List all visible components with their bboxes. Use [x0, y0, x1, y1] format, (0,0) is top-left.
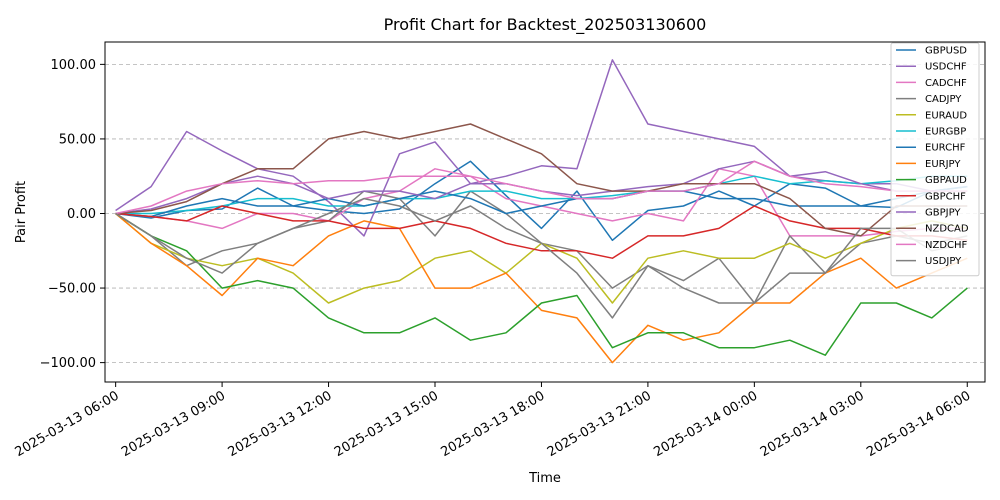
legend-label: EURJPY	[925, 159, 961, 170]
legend-label: GBPAUD	[925, 175, 967, 186]
y-tick-label: 0.00	[67, 207, 96, 222]
series-line-gbpaud	[115, 212, 968, 356]
legend-label: NZDCHF	[925, 240, 968, 251]
legend-label: CADCHF	[925, 78, 967, 89]
plot-area-frame	[104, 41, 986, 383]
x-axis-title: Time	[528, 471, 561, 486]
legend-label: NZDCAD	[925, 224, 969, 235]
series-line-nzdcad	[115, 123, 968, 237]
series-line-eurgbp	[115, 175, 968, 215]
legend-label: GBPCHF	[925, 191, 966, 202]
series-lines	[115, 59, 968, 364]
series-line-usdjpy	[115, 197, 968, 319]
y-axis-title: Pair Profit	[14, 181, 29, 243]
series-line-nzdchf	[115, 160, 968, 215]
legend-label: USDJPY	[925, 256, 962, 267]
y-tick-label: −50.00	[48, 282, 96, 297]
series-line-eurchf	[115, 185, 968, 218]
legend-label: EURCHF	[925, 143, 966, 154]
y-tick-label: −100.00	[40, 356, 96, 371]
legend-label: CADJPY	[925, 94, 962, 105]
y-tick-label: 100.00	[51, 58, 97, 73]
legend-box	[890, 42, 980, 277]
legend-label: EURGBP	[925, 127, 966, 138]
legend-label: GBPJPY	[925, 208, 961, 219]
y-axis: 100.00 50.00 0.00 −50.00 −100.00	[40, 58, 105, 371]
legend-label: USDCHF	[925, 62, 967, 73]
legend-label: GBPUSD	[925, 46, 967, 57]
y-tick-label: 50.00	[59, 132, 96, 147]
legend: GBPUSD USDCHF CADCHF CADJPY EURAUD EURGBP EURC…	[890, 42, 980, 277]
legend-label: EURAUD	[925, 110, 967, 121]
chart-title: Profit Chart for Backtest_202503130600	[384, 15, 707, 35]
series-line-gbpusd	[115, 160, 968, 242]
